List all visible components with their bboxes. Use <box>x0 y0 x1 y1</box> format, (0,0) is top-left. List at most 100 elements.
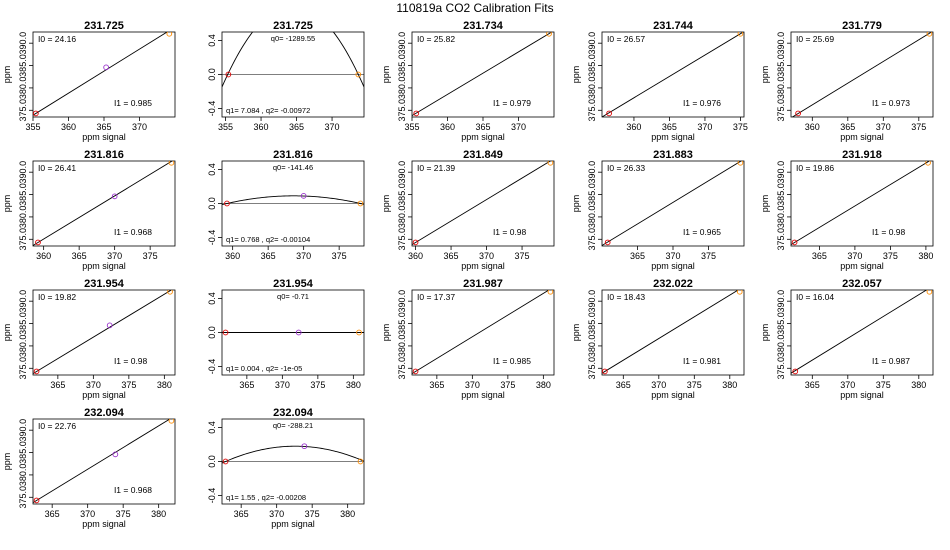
panel-title: 231.779 <box>842 20 882 32</box>
y-tick-label: 385.0 <box>587 183 597 206</box>
data-point-mid <box>106 322 113 329</box>
y-tick-label: 375.0 <box>18 357 28 380</box>
x-tick-label: 365 <box>45 509 60 519</box>
y-tick-label: 375.0 <box>776 357 786 380</box>
slope-label: I1 = 0.98 <box>114 356 148 366</box>
data-point-low <box>225 71 232 78</box>
fit-line <box>791 161 931 246</box>
x-tick-label: 375 <box>687 380 702 390</box>
q-coeff-label: q1= 7.084 , q2= -0.00972 <box>226 106 310 115</box>
y-tick-label: 375.0 <box>18 99 28 122</box>
plot-area <box>602 32 744 117</box>
q-coeff-label: q1= 0.004 , q2= -1e-05 <box>226 364 302 373</box>
q0-label: q0= -0.71 <box>277 292 309 301</box>
plot-frame <box>790 31 934 118</box>
y-axis-label: ppm <box>381 324 391 342</box>
x-tick-label: 370 <box>325 122 340 132</box>
data-point-low <box>222 458 229 465</box>
panel-title: 231.954 <box>84 278 125 290</box>
plot-frame <box>790 160 934 247</box>
fit-line <box>412 161 552 246</box>
y-tick-label: -0.4 <box>207 488 217 504</box>
intercept-label: I0 = 26.57 <box>607 34 645 44</box>
data-point-mid <box>112 451 119 458</box>
panel-title: 231.725 <box>84 20 124 32</box>
y-tick-label: 380.0 <box>397 77 407 100</box>
x-tick-label: 375 <box>911 122 926 132</box>
x-axis-label: ppm signal <box>840 132 884 142</box>
y-tick-label: 390.0 <box>18 161 28 184</box>
x-tick-label: 370 <box>511 122 526 132</box>
x-tick-label: 370 <box>697 122 712 132</box>
slope-label: I1 = 0.987 <box>872 356 910 366</box>
x-tick-label: 375 <box>121 380 136 390</box>
y-axis-label: ppm <box>760 195 770 213</box>
data-point-low <box>795 110 801 117</box>
panel-title: 231.725 <box>273 20 313 32</box>
x-tick-label: 370 <box>80 509 95 519</box>
y-tick-label: 390.0 <box>587 32 597 55</box>
y-axis-label: ppm <box>2 324 12 342</box>
y-tick-label: 380.0 <box>18 77 28 100</box>
plot-frame <box>32 160 176 247</box>
y-tick-label: 0.0 <box>207 197 217 210</box>
panel-title: 231.744 <box>653 20 694 32</box>
data-point-high <box>356 329 362 336</box>
x-tick-label: 360 <box>408 251 423 261</box>
plot-area <box>33 32 173 117</box>
data-point-low <box>412 368 419 375</box>
intercept-label: I0 = 21.39 <box>417 163 455 173</box>
slope-label: I1 = 0.968 <box>114 485 152 495</box>
y-tick-label: 380.0 <box>776 335 786 358</box>
chart-panel: 232.094 365 370 375 380 -0.4 0.0 0.4 ppm signal q… <box>207 407 365 529</box>
x-axis-label: ppm signal <box>271 519 315 529</box>
x-tick-label: 365 <box>616 380 631 390</box>
x-axis-label: ppm signal <box>461 132 505 142</box>
x-tick-label: 375 <box>883 251 898 261</box>
data-point-low <box>33 368 40 375</box>
x-tick-label: 375 <box>305 509 320 519</box>
slope-label: I1 = 0.985 <box>114 98 152 108</box>
slope-label: I1 = 0.973 <box>872 98 910 108</box>
y-tick-label: 375.0 <box>397 228 407 251</box>
y-axis-label: ppm <box>760 66 770 84</box>
plot-frame <box>411 289 555 376</box>
fit-line <box>602 290 740 374</box>
data-point-low <box>224 200 230 207</box>
plot-frame <box>601 160 745 247</box>
data-point-high <box>547 161 554 166</box>
y-tick-label: -0.4 <box>207 230 217 246</box>
fit-line <box>412 290 550 375</box>
residual-curve <box>222 195 364 206</box>
x-tick-label: 360 <box>626 122 641 132</box>
y-tick-label: 390.0 <box>18 290 28 313</box>
x-tick-label: 365 <box>840 122 855 132</box>
plot-frame <box>32 31 176 118</box>
x-tick-label: 370 <box>132 122 147 132</box>
data-point-high <box>737 161 744 166</box>
fit-line <box>602 32 744 117</box>
intercept-label: I0 = 25.82 <box>417 34 455 44</box>
y-tick-label: 375.0 <box>776 99 786 122</box>
x-tick-label: 375 <box>701 251 716 261</box>
data-point-mid <box>301 443 308 450</box>
y-tick-label: 390.0 <box>776 290 786 313</box>
y-tick-label: 380.0 <box>397 335 407 358</box>
y-tick-label: 380.0 <box>18 335 28 358</box>
chart-panel: 231.725 355 360 365 370 -0.4 0.0 0.4 q0= -1289.5… <box>207 20 365 132</box>
data-point-high <box>168 161 175 166</box>
y-tick-label: 385.0 <box>18 54 28 77</box>
plot-area <box>602 161 744 246</box>
y-tick-label: 385.0 <box>18 441 28 464</box>
data-point-high <box>166 32 173 37</box>
y-tick-label: 380.0 <box>587 206 597 229</box>
x-axis-label: ppm signal <box>82 261 126 271</box>
y-tick-label: 390.0 <box>587 290 597 313</box>
y-tick-label: 385.0 <box>397 183 407 206</box>
x-tick-label: 365 <box>444 251 459 261</box>
data-point-low <box>33 110 39 117</box>
